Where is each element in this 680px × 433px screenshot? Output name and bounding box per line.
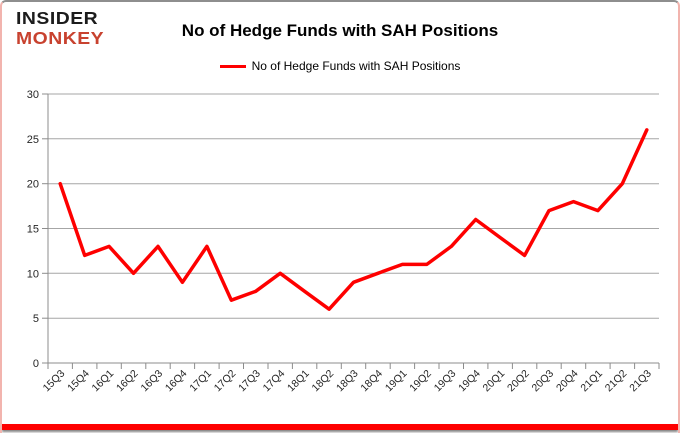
svg-text:15: 15: [27, 224, 39, 236]
svg-text:0: 0: [33, 358, 39, 370]
svg-text:17Q3: 17Q3: [236, 368, 263, 395]
svg-text:18Q3: 18Q3: [334, 368, 361, 395]
svg-text:16Q3: 16Q3: [138, 368, 165, 395]
svg-text:19Q4: 19Q4: [456, 368, 483, 395]
svg-text:15Q4: 15Q4: [65, 368, 92, 395]
svg-text:20Q1: 20Q1: [481, 368, 508, 395]
legend-label: No of Hedge Funds with SAH Positions: [251, 59, 461, 73]
svg-text:10: 10: [27, 268, 39, 280]
svg-text:20: 20: [27, 179, 39, 191]
logo-text-monkey: MONKEY: [16, 29, 105, 49]
chart-legend: No of Hedge Funds with SAH Positions: [2, 59, 678, 73]
svg-text:17Q1: 17Q1: [187, 368, 214, 395]
svg-text:17Q4: 17Q4: [261, 368, 288, 395]
svg-text:16Q4: 16Q4: [163, 368, 190, 395]
svg-text:21Q1: 21Q1: [578, 368, 605, 395]
svg-text:20Q3: 20Q3: [529, 368, 556, 395]
svg-text:19Q1: 19Q1: [383, 368, 410, 395]
logo-text-insider: INSIDER: [16, 9, 99, 29]
svg-text:15Q3: 15Q3: [41, 368, 68, 395]
bottom-red-bar: [2, 424, 678, 430]
svg-text:18Q4: 18Q4: [358, 368, 385, 395]
insider-monkey-logo: INSIDER MONKEY: [16, 9, 105, 50]
chart-title: No of Hedge Funds with SAH Positions: [181, 21, 499, 40]
svg-text:20Q4: 20Q4: [554, 368, 581, 395]
svg-text:5: 5: [33, 313, 39, 325]
svg-text:21Q2: 21Q2: [603, 368, 630, 395]
svg-text:19Q2: 19Q2: [407, 368, 434, 395]
svg-text:30: 30: [27, 89, 39, 101]
svg-text:21Q3: 21Q3: [627, 368, 654, 395]
svg-text:18Q2: 18Q2: [310, 368, 337, 395]
svg-text:19Q3: 19Q3: [432, 368, 459, 395]
svg-text:25: 25: [27, 134, 39, 146]
svg-text:16Q2: 16Q2: [114, 368, 141, 395]
svg-text:20Q2: 20Q2: [505, 368, 532, 395]
legend-line-swatch: [219, 64, 246, 68]
svg-text:17Q2: 17Q2: [212, 368, 239, 395]
svg-text:16Q1: 16Q1: [90, 368, 117, 395]
svg-text:18Q1: 18Q1: [285, 368, 312, 395]
